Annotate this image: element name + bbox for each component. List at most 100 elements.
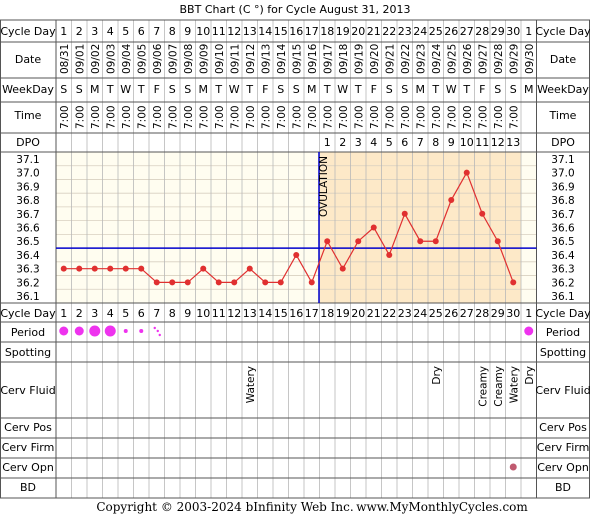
cycle-day-cell: 22 xyxy=(382,25,396,38)
cycle-day-cell: 16 xyxy=(289,25,303,38)
time-cell: 7:00 xyxy=(493,105,505,129)
weekday-cell: W xyxy=(446,83,457,96)
left-row-labels: Cycle Day Date WeekDay Time DPO Cycle Da… xyxy=(0,25,56,494)
time-cell: 7:00 xyxy=(260,105,272,129)
time-cell: 7:00 xyxy=(307,105,319,129)
weekday-cell: S xyxy=(386,83,393,96)
weekday-cell: T xyxy=(431,83,439,96)
grid-layer xyxy=(0,19,590,499)
dpo-cell: 4 xyxy=(370,136,377,149)
temperature-point xyxy=(169,279,176,286)
dpo-cell: 5 xyxy=(386,136,393,149)
weekday-cell: S xyxy=(293,83,300,96)
time-cell: 7:00 xyxy=(74,105,86,129)
cycle-day-bottom-cell: 28 xyxy=(475,307,489,320)
temperature-axis-label-right: 36.1 xyxy=(551,291,574,303)
date-cell: 09/14 xyxy=(276,43,288,74)
cycle-day-cell: 18 xyxy=(320,25,334,38)
time-cell: 7:00 xyxy=(214,105,226,129)
label-date: Date xyxy=(15,53,42,66)
label-time: Time xyxy=(14,109,42,122)
temperature-point xyxy=(355,238,362,245)
temperature-axis-label-right: 36.4 xyxy=(551,250,575,262)
weekday-cell: S xyxy=(60,83,67,96)
chart-title: BBT Chart (C °) for Cycle August 31, 201… xyxy=(180,3,411,16)
website-link[interactable]: www.MyMonthlyCycles.com xyxy=(356,500,528,514)
temperature-axis-label: 36.3 xyxy=(16,264,39,276)
date-cell: 08/31 xyxy=(59,44,71,74)
period-dot xyxy=(104,325,116,337)
temperature-axis-label-right: 36.9 xyxy=(551,181,574,193)
dpo-cell: 7 xyxy=(417,136,424,149)
weekday-cell: S xyxy=(76,83,83,96)
cerv-fluid-label: Creamy xyxy=(493,366,505,407)
weekday-cell: M xyxy=(307,83,317,96)
cycle-day-cell: 6 xyxy=(138,25,145,38)
temperature-point xyxy=(432,238,439,245)
period-dot xyxy=(524,326,534,336)
temperature-axis-label-right: 36.5 xyxy=(551,236,574,248)
dpo-cell: 6 xyxy=(401,136,408,149)
time-cell: 7:00 xyxy=(183,105,195,129)
cycle-day-bottom-cell: 17 xyxy=(305,307,319,320)
weekday-cell: S xyxy=(494,83,501,96)
weekday-cell: S xyxy=(510,83,517,96)
time-cell: 7:00 xyxy=(90,105,102,129)
label-cerv-firm-right: Cerv Firm xyxy=(537,441,590,454)
cycle-day-cell: 27 xyxy=(460,25,474,38)
temperature-point xyxy=(510,279,517,286)
temperature-point xyxy=(339,265,346,272)
date-cell: 09/29 xyxy=(508,44,520,74)
label-bd-right: BD xyxy=(555,481,571,494)
weekday-cell: F xyxy=(262,83,268,96)
time-cell: 7:00 xyxy=(152,105,164,129)
period-dot xyxy=(139,329,144,333)
cerv-opn-dot xyxy=(509,463,517,471)
date-cell: 09/26 xyxy=(462,43,474,74)
cycle-day-cell: 12 xyxy=(227,25,241,38)
cycle-day-cell: 29 xyxy=(491,25,505,38)
date-cell: 09/11 xyxy=(229,44,241,74)
temperature-point xyxy=(107,265,114,272)
time-cell: 7:00 xyxy=(121,105,133,129)
date-cell: 09/02 xyxy=(90,44,102,74)
time-cell: 7:00 xyxy=(415,105,427,129)
dpo-cell: 8 xyxy=(432,136,439,149)
cycle-day-cell: 8 xyxy=(169,25,176,38)
weekday-cell: M xyxy=(416,83,426,96)
cycle-day-bottom-cell: 8 xyxy=(169,307,176,320)
cycle-day-cell: 23 xyxy=(398,25,412,38)
temperature-axis-label-right: 36.2 xyxy=(551,277,574,289)
cycle-day-bottom-cell: 18 xyxy=(320,307,334,320)
weekday-cell: T xyxy=(214,83,222,96)
temperature-point xyxy=(386,251,393,258)
temperature-axis-label: 36.8 xyxy=(16,195,39,207)
temperature-point xyxy=(401,210,408,217)
label-cycle-day-bottom-right: Cycle Day xyxy=(535,307,590,320)
date-cell: 09/24 xyxy=(431,43,443,74)
period-spot xyxy=(158,333,161,337)
period-dot xyxy=(123,329,128,333)
cycle-day-bottom-cell: 12 xyxy=(227,307,241,320)
cycle-day-bottom-cell: 29 xyxy=(491,307,505,320)
dpo-cell: 10 xyxy=(460,136,474,149)
time-cell: 7:00 xyxy=(431,105,443,129)
weekday-cell: T xyxy=(245,83,253,96)
date-cell: 09/04 xyxy=(121,43,133,74)
date-cell: 09/25 xyxy=(446,44,458,74)
date-cell: 09/28 xyxy=(493,44,505,74)
date-cell: 09/08 xyxy=(183,44,195,74)
cycle-day-bottom-cell: 9 xyxy=(184,307,191,320)
time-cell: 7:00 xyxy=(229,105,241,129)
label-cerv-firm: Cerv Firm xyxy=(2,441,55,454)
cycle-day-cell: 2 xyxy=(76,25,83,38)
temperature-axis-label: 37.0 xyxy=(16,168,39,180)
date-cell: 09/07 xyxy=(167,44,179,74)
date-cell: 09/06 xyxy=(152,43,164,74)
cycle-day-cell: 30 xyxy=(506,25,520,38)
copyright-text: Copyright © 2003-2024 bInfinity Web Inc. xyxy=(96,500,353,514)
label-dpo: DPO xyxy=(16,136,40,149)
cycle-day-cell: 19 xyxy=(336,25,350,38)
time-cell: 7:00 xyxy=(446,105,458,129)
date-cell: 09/19 xyxy=(353,44,365,74)
